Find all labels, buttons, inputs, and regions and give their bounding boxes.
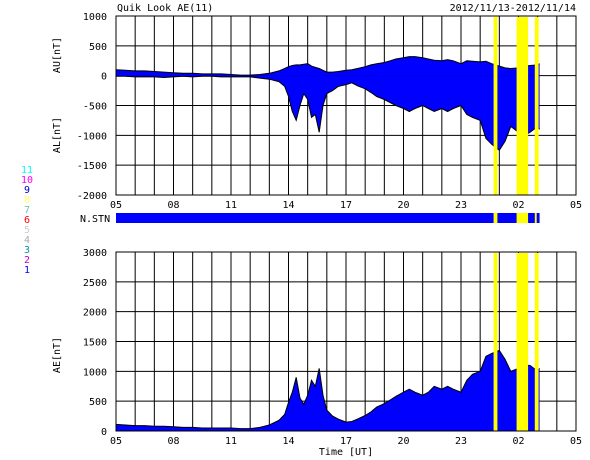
ae-x-ticks: 05 08 11 14 17 20 23 02 05 bbox=[110, 436, 582, 447]
al-axis-label: AL[nT] bbox=[52, 117, 63, 153]
al-line bbox=[116, 75, 541, 152]
y-tick-label: 500 bbox=[89, 42, 107, 53]
y-tick-label: 1000 bbox=[83, 12, 107, 23]
flag-bar bbox=[493, 17, 498, 195]
y-tick-label: 1000 bbox=[83, 367, 107, 378]
ae-series bbox=[115, 349, 541, 431]
y-tick-label: 2500 bbox=[83, 278, 107, 289]
station-bar-segment bbox=[536, 213, 540, 223]
x-tick-label: 11 bbox=[225, 200, 237, 211]
ae-frame bbox=[115, 251, 577, 432]
x-tick-label: 14 bbox=[282, 200, 294, 211]
x-tick-label: 02 bbox=[512, 200, 524, 211]
x-tick-label: 05 bbox=[570, 200, 582, 211]
x-tick-label: 08 bbox=[167, 200, 179, 211]
y-tick-label: 0 bbox=[101, 72, 107, 83]
flag-bar bbox=[516, 17, 529, 195]
y-tick-label: 1500 bbox=[83, 338, 107, 349]
station-bar-segment bbox=[116, 213, 494, 223]
station-bar-label: N.STN bbox=[80, 214, 110, 225]
date-range: 2012/11/13-2012/11/14 bbox=[450, 3, 576, 14]
x-tick-label: 02 bbox=[512, 436, 524, 447]
x-tick-label: 20 bbox=[397, 436, 409, 447]
station-bar-segment bbox=[528, 213, 535, 223]
au-al-frame bbox=[115, 15, 577, 196]
y-tick-label: -1500 bbox=[77, 161, 107, 172]
station-bar-segment bbox=[497, 213, 517, 223]
x-tick-label: 17 bbox=[340, 436, 352, 447]
x-tick-label: 20 bbox=[397, 200, 409, 211]
au-al-x-ticks: 05 08 11 14 17 20 23 02 05 bbox=[110, 200, 582, 211]
au-al-y-ticks: 1000 500 0 -500 -1000 -1500 -2000 bbox=[77, 12, 107, 202]
au-line bbox=[115, 56, 540, 76]
legend-station-10: 10 bbox=[21, 175, 33, 186]
legend-station-9: 9 bbox=[24, 185, 30, 196]
al-area bbox=[116, 75, 540, 151]
legend-station-4: 4 bbox=[24, 235, 30, 246]
flag-bar bbox=[534, 253, 539, 431]
y-tick-label: 2000 bbox=[83, 308, 107, 319]
x-tick-label: 23 bbox=[455, 200, 467, 211]
x-tick-label: 05 bbox=[570, 436, 582, 447]
legend-station-7: 7 bbox=[24, 205, 30, 216]
chart-title: Quik Look AE(11) bbox=[117, 3, 213, 14]
au-al-panel: 1000 500 0 -500 -1000 -1500 -2000 05 08 11 14 17 20… bbox=[52, 12, 582, 211]
flag-bar bbox=[493, 253, 498, 431]
x-tick-label: 17 bbox=[340, 200, 352, 211]
ae-flag-bars bbox=[493, 253, 539, 431]
station-bar-segments bbox=[116, 213, 540, 223]
legend-station-3: 3 bbox=[24, 245, 30, 256]
ae-line bbox=[115, 349, 541, 430]
legend-station-2: 2 bbox=[24, 255, 30, 266]
au-al-series bbox=[115, 56, 541, 152]
y-tick-label: 0 bbox=[101, 427, 107, 438]
y-tick-label: -2000 bbox=[77, 191, 107, 202]
x-tick-label: 11 bbox=[225, 436, 237, 447]
ae-axis-label: AE[nT] bbox=[52, 337, 63, 373]
flag-bar bbox=[516, 253, 529, 431]
x-tick-label: 23 bbox=[455, 436, 467, 447]
legend-station-6: 6 bbox=[24, 215, 30, 226]
x-tick-label: 08 bbox=[167, 436, 179, 447]
y-tick-label: 3000 bbox=[83, 248, 107, 259]
x-tick-label: 14 bbox=[282, 436, 294, 447]
y-tick-label: -500 bbox=[83, 102, 107, 113]
legend-station-5: 5 bbox=[24, 225, 30, 236]
au-area bbox=[116, 56, 540, 76]
x-tick-label: 05 bbox=[110, 200, 122, 211]
au-al-flag-bars bbox=[493, 17, 539, 195]
y-tick-label: -1000 bbox=[77, 131, 107, 142]
legend-station-8: 8 bbox=[24, 195, 30, 206]
x-axis-title: Time [UT] bbox=[319, 447, 373, 458]
au-axis-label: AU[nT] bbox=[52, 37, 63, 73]
ae-area bbox=[116, 350, 540, 431]
legend-station-1: 1 bbox=[24, 265, 30, 276]
legend-station-11: 11 bbox=[21, 165, 33, 176]
station-bar: N.STN bbox=[80, 213, 540, 225]
x-tick-label: 05 bbox=[110, 436, 122, 447]
y-tick-label: 500 bbox=[89, 397, 107, 408]
flag-bar bbox=[534, 17, 539, 195]
ae-y-ticks: 3000 2500 2000 1500 1000 500 0 bbox=[83, 248, 107, 438]
station-bar-gap bbox=[493, 213, 540, 223]
